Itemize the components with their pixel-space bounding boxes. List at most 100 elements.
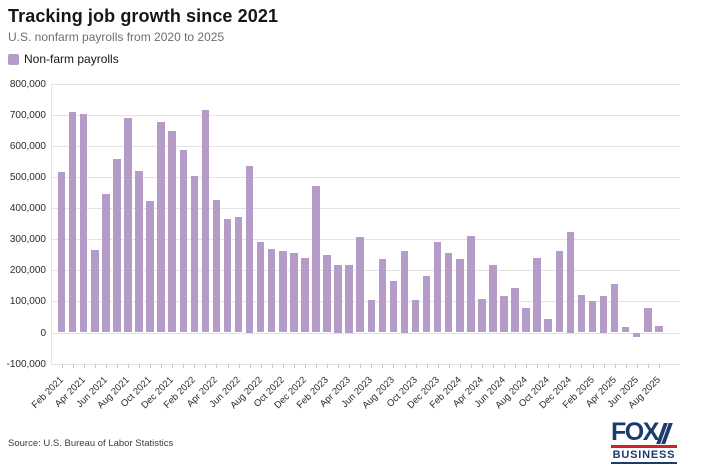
x-axis-tick [504,363,505,368]
y-gridline [50,363,680,365]
bar [256,241,265,333]
bar [544,318,552,333]
y-gridline [50,83,680,85]
x-axis-tick [614,363,616,368]
x-axis-tick [393,363,395,368]
bar [555,251,564,333]
x-axis-tick [161,363,163,368]
y-gridline [50,177,680,178]
bar [411,299,420,333]
bar [345,265,353,333]
bar [57,171,66,333]
y-axis-tick-label: -100,000 [6,358,46,370]
bar [157,122,165,333]
legend: Non-farm payrolls [8,52,119,66]
x-axis-tick [128,363,129,368]
bar [312,185,320,333]
x-axis-tick [658,363,660,368]
x-axis-tick [448,363,450,368]
bar [500,295,508,333]
x-axis-tick [647,363,649,368]
x-axis-tick [603,363,605,368]
bar [301,258,309,333]
x-axis-tick [116,363,118,368]
x-axis-tick [338,363,340,368]
bar [621,326,630,333]
bar [577,295,586,333]
x-axis-tick [548,363,550,368]
x-axis-tick [636,363,638,368]
x-axis-tick [515,363,517,368]
x-axis-tick [415,363,417,368]
y-gridline [50,301,680,303]
bar [146,200,154,333]
x-axis-tick [282,363,284,368]
x-axis-tick [304,363,306,368]
bar [378,259,387,333]
searchlight-beams-icon [656,423,673,444]
y-gridline [50,208,680,210]
page-subtitle: U.S. nonfarm payrolls from 2020 to 2025 [8,30,225,44]
bar [511,287,519,333]
logo-red-rule [611,445,677,448]
bar [644,307,652,333]
x-axis-tick [61,363,63,368]
x-axis-tick [183,363,185,368]
y-axis-tick-label: 200,000 [9,265,46,277]
y-gridline [50,114,680,116]
x-axis-tick [216,363,218,368]
bar [389,281,398,333]
bar [444,252,453,333]
x-axis-tick [260,363,262,368]
x-axis-tick [238,363,240,368]
y-axis-line [50,83,52,364]
bar [478,298,486,333]
fox-business-logo: FOX BUSINESS [611,420,680,464]
x-axis-tick [581,363,583,368]
bar [522,308,530,333]
x-axis-tick [327,363,328,368]
legend-label: Non-farm payrolls [24,52,119,66]
bar [113,159,121,333]
y-axis-tick-label: 100,000 [9,296,46,308]
y-axis-tick-label: 500,000 [9,172,46,183]
bar [290,252,298,333]
x-axis-tick [349,363,351,368]
y-axis-tick-label: 700,000 [9,109,46,121]
x-axis-tick [625,363,627,368]
y-axis-tick-label: 600,000 [9,140,46,152]
x-axis-tick [249,363,251,368]
bar [334,265,342,333]
x-axis-tick [570,363,572,368]
x-axis-tick [105,363,107,368]
bar [279,250,287,333]
bar [456,259,464,333]
bar [234,217,243,333]
x-axis-tick [360,363,362,368]
x-axis-tick [150,363,152,368]
x-axis-tick [227,363,229,368]
bar [599,295,608,333]
bar [323,255,331,333]
legend-swatch-icon [8,53,19,65]
page-title: Tracking job growth since 2021 [8,6,279,26]
bar [433,242,442,333]
bar [245,165,254,333]
x-axis-tick [470,363,472,368]
bar [655,325,663,333]
bar [610,283,619,333]
x-axis-tick [526,363,528,368]
x-axis-tick [271,363,273,368]
x-axis-tick [139,363,140,368]
bar [533,257,541,333]
bar [201,110,210,333]
y-gridline [50,270,680,272]
x-axis-tick [293,363,295,368]
bar [102,193,110,333]
bar [489,265,497,333]
x-axis-tick [172,363,174,368]
bar [223,219,232,333]
x-axis-tick [371,363,373,368]
